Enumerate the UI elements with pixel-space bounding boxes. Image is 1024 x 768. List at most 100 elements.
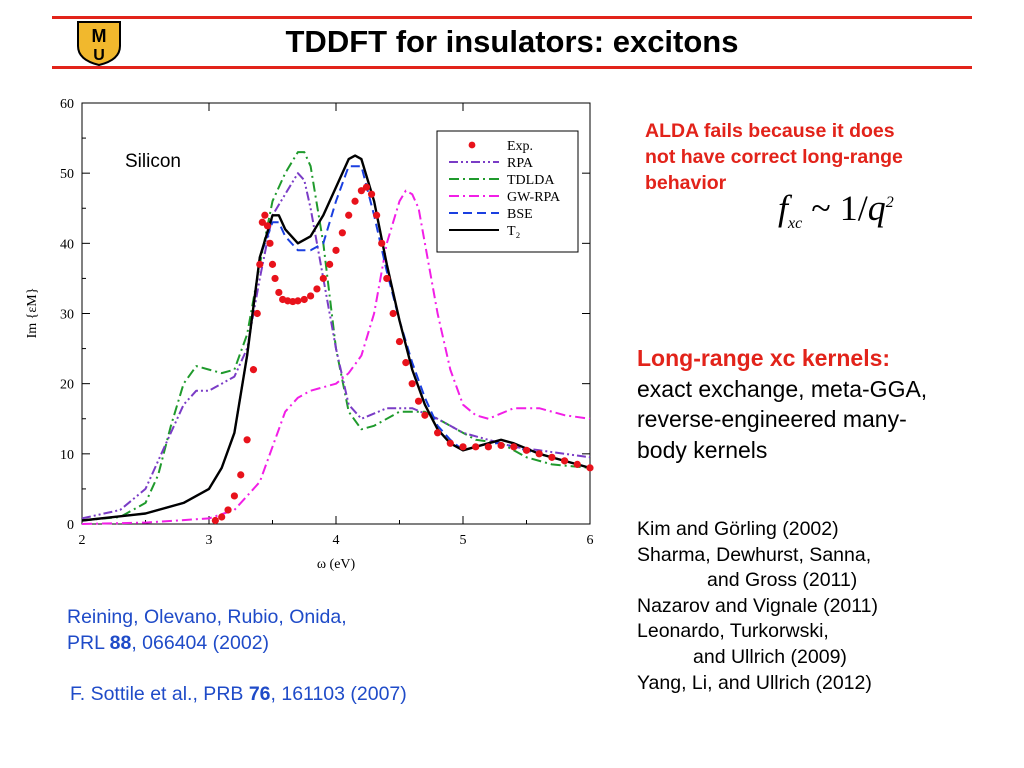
note-line: not have correct long-range <box>645 146 903 168</box>
kernels-line: exact exchange, meta-GGA, <box>637 375 928 402</box>
reference-item: and Gross (2011) <box>707 569 858 592</box>
exp-data-point <box>218 513 226 521</box>
exp-data-point <box>261 211 269 219</box>
exp-data-point <box>561 457 569 465</box>
y-axis-label: Im {εM} <box>25 288 40 339</box>
x-axis-label: ω (eV) <box>317 557 356 572</box>
exp-data-point <box>258 218 266 226</box>
exp-data-point <box>484 443 492 451</box>
chart-annotation: Silicon <box>125 151 181 172</box>
note-line: behavior <box>645 172 727 194</box>
formula-subscript: xc <box>788 215 803 233</box>
header-rule-top <box>52 16 972 19</box>
logo-lettering: M <box>92 26 107 46</box>
exp-data-point <box>319 274 327 283</box>
exp-data-point <box>271 274 279 283</box>
exp-data-point <box>573 460 581 468</box>
chart-series-group <box>81 151 594 525</box>
header-rule-bottom <box>52 66 972 69</box>
kernels-heading: Long-range xc kernels: <box>637 345 891 371</box>
exp-data-point <box>313 285 321 293</box>
formula-f: f <box>778 188 789 228</box>
exp-data-point <box>307 292 315 300</box>
citation-volume: 88 <box>109 632 132 654</box>
series-line-gw-rpa <box>81 189 591 525</box>
exp-data-point <box>510 443 518 451</box>
exp-data-point <box>243 436 251 444</box>
exp-data-point <box>378 239 386 247</box>
kernel-formula: fxc ~ 1/q2 <box>778 188 894 233</box>
exp-data-point <box>421 411 429 419</box>
y-tick-label: 10 <box>60 448 74 463</box>
y-tick-label: 50 <box>60 167 74 182</box>
citation-line: Reining, Olevano, Rubio, Onida, <box>67 606 347 628</box>
reference-item: Leonardo, Turkorwski, <box>637 620 829 643</box>
legend-label: BSE <box>507 207 533 222</box>
slide-title: TDDFT for insulators: excitons <box>285 24 739 59</box>
series-line-rpa <box>81 172 591 520</box>
x-tick-label: 3 <box>206 533 213 548</box>
chart-legend: Exp. RPA TDLDA GW-RPA BSE T₂ <box>436 130 579 253</box>
exp-data-point <box>230 492 238 500</box>
formula-relation: ~ <box>811 188 831 228</box>
exp-data-point <box>389 309 397 318</box>
formula-q: q <box>867 188 886 228</box>
formula-numerator: 1 <box>839 188 858 228</box>
exp-data-point <box>472 443 480 451</box>
reference-item: Nazarov and Vignale (2011) <box>637 594 879 617</box>
exp-data-point <box>434 429 442 437</box>
exp-data-point <box>332 246 340 254</box>
exp-data-point <box>548 453 556 461</box>
x-tick-label: 2 <box>79 533 86 548</box>
exp-data-point <box>362 183 371 191</box>
exp-data-point <box>497 441 505 450</box>
reference-item: and Ullrich (2009) <box>693 645 847 668</box>
long-range-kernels: Long-range xc kernels: exact exchange, m… <box>637 343 1012 465</box>
legend-label: Exp. <box>507 139 533 154</box>
exp-data-point <box>446 439 454 447</box>
legend-label: GW-RPA <box>507 190 561 205</box>
citation-journal: F. Sottile et al., PRB <box>70 683 249 705</box>
legend-marker <box>468 141 476 149</box>
exp-data-point <box>294 297 302 305</box>
series-line-t- <box>81 154 591 522</box>
y-tick-label: 0 <box>67 518 74 533</box>
note-line: ALDA fails because it does <box>645 120 895 142</box>
exp-data-point <box>268 260 277 268</box>
legend-label: T₂ <box>507 224 521 239</box>
exp-data-point <box>211 516 219 525</box>
exp-data-point <box>300 295 308 304</box>
exp-data-point <box>263 222 272 230</box>
exp-data-point <box>224 506 232 514</box>
citation-sottile: F. Sottile et al., PRB 76, 161103 (2007) <box>70 681 407 707</box>
y-tick-label: 30 <box>60 308 74 323</box>
citation-volume: 76 <box>248 683 271 705</box>
exp-data-point <box>253 309 261 318</box>
x-tick-label: 5 <box>460 533 467 548</box>
exp-data-point <box>237 471 245 479</box>
exp-data-point <box>275 288 283 297</box>
exp-data-point <box>373 211 381 219</box>
exp-data-point <box>395 337 404 346</box>
y-tick-label: 20 <box>60 378 74 393</box>
reference-item: Kim and Görling (2002) <box>637 518 839 540</box>
exp-data-point <box>402 359 410 367</box>
exp-data-point <box>367 190 376 198</box>
formula-exponent: 2 <box>885 194 894 211</box>
citation-pages: , 161103 (2007) <box>270 683 407 705</box>
exp-data-point <box>351 197 359 205</box>
exp-data-point <box>338 229 346 237</box>
citation-journal: PRL <box>67 632 110 654</box>
exp-data-point <box>522 446 531 454</box>
legend-label: RPA <box>507 156 534 171</box>
exp-data-point <box>256 260 264 268</box>
exp-data-point <box>586 464 594 472</box>
x-tick-label: 4 <box>333 533 340 548</box>
university-logo: M U <box>77 21 121 66</box>
exp-data-point <box>383 274 391 283</box>
legend-box <box>436 130 579 253</box>
legend-label: TDLDA <box>507 173 555 188</box>
exp-data-point <box>266 239 274 247</box>
